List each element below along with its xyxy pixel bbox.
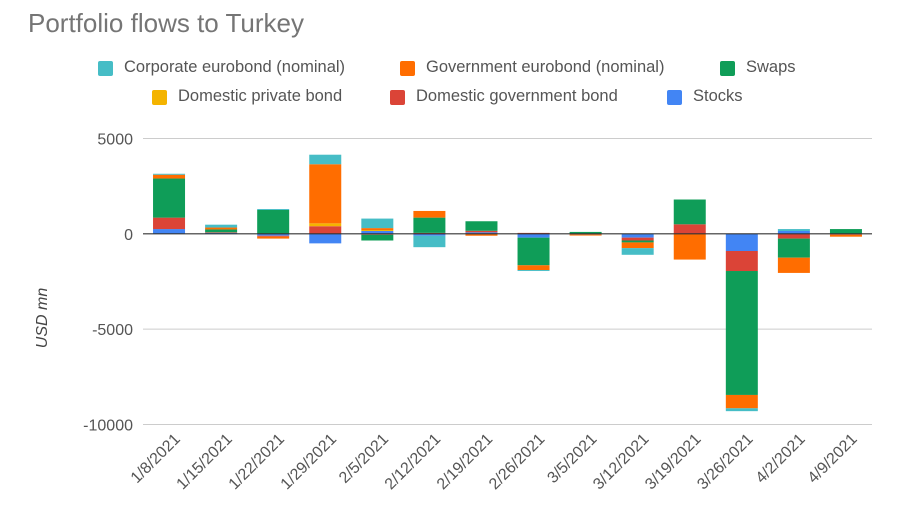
bar-segment[interactable] <box>517 270 550 272</box>
bar-segment[interactable] <box>569 234 602 235</box>
x-tick-label: 3/12/2021 <box>590 431 652 493</box>
bar-segment[interactable] <box>725 250 758 272</box>
bar-segment[interactable] <box>205 232 238 233</box>
legend-label-domestic-government-bond: Domestic government bond <box>416 87 618 105</box>
bar-segment[interactable] <box>673 233 706 260</box>
y-tick-label: 0 <box>124 227 133 244</box>
bar-segment[interactable] <box>621 242 654 249</box>
bar-segment[interactable] <box>205 224 238 228</box>
bar-segment[interactable] <box>361 230 394 231</box>
legend-label-stocks: Stocks <box>693 87 743 105</box>
bar-segment[interactable] <box>517 265 550 271</box>
bar-segment[interactable] <box>517 237 550 266</box>
chart-title: Portfolio flows to Turkey <box>28 8 304 38</box>
bar-segment[interactable] <box>829 229 862 234</box>
y-axis-label: USD mn <box>34 288 51 349</box>
bar-segment[interactable] <box>205 229 238 233</box>
bar-segment[interactable] <box>725 408 758 412</box>
bar-segment[interactable] <box>257 235 290 237</box>
x-tick-label: 4/2/2021 <box>753 431 809 487</box>
legend-label-swaps: Swaps <box>746 58 796 76</box>
bar-segment[interactable] <box>725 394 758 409</box>
bar-segment[interactable] <box>621 240 654 243</box>
legend-label-domestic-private-bond: Domestic private bond <box>178 87 343 105</box>
bar-segment[interactable] <box>361 234 394 241</box>
bar-segment[interactable] <box>725 233 758 251</box>
bar-segment[interactable] <box>257 210 290 234</box>
bar-segment[interactable] <box>257 209 290 210</box>
legend-swatch-swaps <box>720 61 735 76</box>
bar-segment[interactable] <box>829 234 862 237</box>
bar-segment[interactable] <box>777 257 810 273</box>
x-tick-label: 4/9/2021 <box>805 431 861 487</box>
bar-segment[interactable] <box>153 217 186 230</box>
bar-segment[interactable] <box>621 248 654 255</box>
bar-segment[interactable] <box>673 199 706 225</box>
x-tick-label: 2/19/2021 <box>434 431 496 493</box>
bar-segment[interactable] <box>777 238 810 258</box>
bar-segment[interactable] <box>465 230 498 233</box>
bar-segment[interactable] <box>153 173 186 175</box>
x-tick-label: 1/29/2021 <box>278 431 340 493</box>
bar-segment[interactable] <box>465 232 498 234</box>
bar-segment[interactable] <box>777 229 810 231</box>
bar-segment[interactable] <box>465 233 498 236</box>
x-tick-label: 2/12/2021 <box>382 431 444 493</box>
bar-segment[interactable] <box>413 217 446 233</box>
bar-segment[interactable] <box>309 154 342 165</box>
bar-segment[interactable] <box>309 226 342 234</box>
bar-segment[interactable] <box>257 236 290 239</box>
y-tick-label: -10000 <box>83 418 133 435</box>
bar-segment[interactable] <box>569 234 602 236</box>
bar-segment[interactable] <box>257 233 290 236</box>
bar-segment[interactable] <box>153 178 186 218</box>
bar-segment[interactable] <box>673 224 706 234</box>
bar-segment[interactable] <box>725 271 758 395</box>
bar-segment[interactable] <box>309 164 342 224</box>
legend-swatch-government-eurobond <box>400 61 415 76</box>
bar-segment[interactable] <box>517 233 550 238</box>
legend-swatch-stocks <box>667 90 682 105</box>
bar-segment[interactable] <box>777 233 810 239</box>
bar-segment[interactable] <box>153 174 186 179</box>
bar-segment[interactable] <box>413 233 446 236</box>
bar-segment[interactable] <box>361 230 394 234</box>
bar-segment[interactable] <box>413 210 446 218</box>
legend-swatch-domestic-private-bond <box>152 90 167 105</box>
bar-segment[interactable] <box>413 235 446 248</box>
gridlines <box>143 138 872 425</box>
bar-segment[interactable] <box>621 237 654 241</box>
bars <box>153 154 862 412</box>
x-tick-label: 3/26/2021 <box>694 431 756 493</box>
bar-segment[interactable] <box>153 229 186 234</box>
x-tick-labels: 1/8/20211/15/20211/22/20211/29/20212/5/2… <box>128 431 861 493</box>
bar-segment[interactable] <box>621 233 654 238</box>
bar-segment[interactable] <box>777 230 810 234</box>
bar-segment[interactable] <box>309 233 342 244</box>
bar-segment[interactable] <box>569 231 602 234</box>
y-tick-label: 5000 <box>97 132 133 149</box>
x-tick-label: 1/22/2021 <box>226 431 288 493</box>
bar-segment[interactable] <box>361 228 394 231</box>
legend-swatch-domestic-government-bond <box>390 90 405 105</box>
x-tick-label: 2/26/2021 <box>486 431 548 493</box>
bar-segment[interactable] <box>465 221 498 231</box>
x-tick-label: 1/15/2021 <box>174 431 236 493</box>
x-tick-label: 3/19/2021 <box>642 431 704 493</box>
y-tick-label: -5000 <box>92 322 133 339</box>
bar-segment[interactable] <box>361 218 394 229</box>
bar-segment[interactable] <box>205 227 238 230</box>
legend-label-corporate-eurobond: Corporate eurobond (nominal) <box>124 58 346 76</box>
y-tick-labels: 5000 0 -5000 -10000 <box>83 132 133 435</box>
legend-swatch-corporate-eurobond <box>98 61 113 76</box>
legend-label-government-eurobond: Government eurobond (nominal) <box>426 58 665 76</box>
bar-segment[interactable] <box>309 223 342 227</box>
